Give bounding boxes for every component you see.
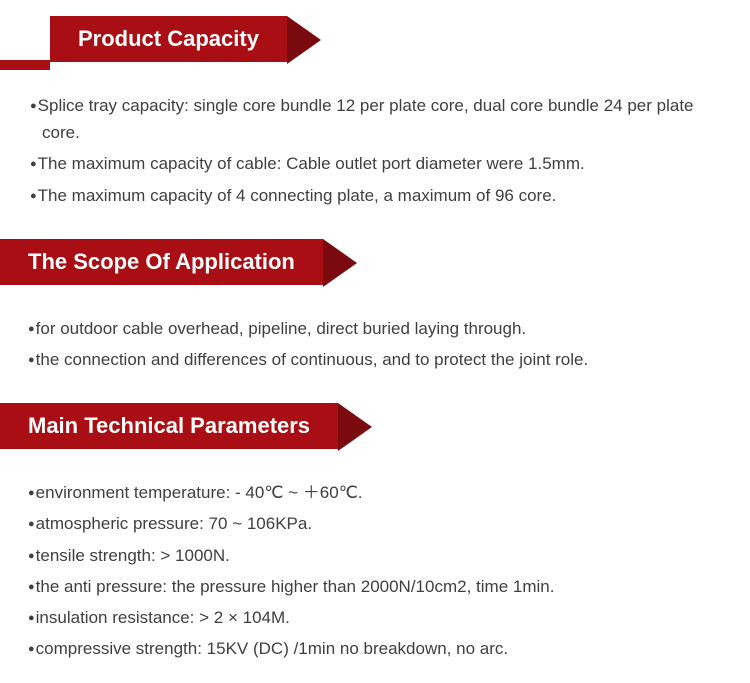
item-list: for outdoor cable overhead, pipeline, di… [0,315,750,373]
list-item: atmospheric pressure: 70 ~ 106KPa. [28,510,722,537]
ribbon-underbar [0,60,50,70]
list-item: insulation resistance: > 2 × 104M. [28,604,722,631]
section-header-ribbon: Main Technical Parameters [0,403,338,449]
list-item: tensile strength: > 1000N. [28,542,722,569]
list-item: the anti pressure: the pressure higher t… [28,573,722,600]
list-item: the connection and differences of contin… [28,346,722,373]
list-item: for outdoor cable overhead, pipeline, di… [28,315,722,342]
section-product-capacity: Product Capacity Splice tray capacity: s… [0,0,750,209]
list-item: The maximum capacity of cable: Cable out… [30,150,720,177]
list-item: environment temperature: - 40℃ ~ ＋60℃. [28,479,722,506]
list-item: The maximum capacity of 4 connecting pla… [30,182,720,209]
section-header-ribbon: The Scope Of Application [0,239,323,285]
section-title: Product Capacity [50,16,287,62]
item-list: environment temperature: - 40℃ ~ ＋60℃. a… [0,479,750,662]
ribbon-tail [338,403,372,451]
section-title: The Scope Of Application [0,239,323,285]
section-header-ribbon: Product Capacity [50,16,287,62]
ribbon-tail [323,239,357,287]
list-item: Splice tray capacity: single core bundle… [30,92,720,146]
section-main-technical-parameters: Main Technical Parameters environment te… [0,403,750,662]
list-item: compressive strength: 15KV (DC) /1min no… [28,635,722,662]
item-list: Splice tray capacity: single core bundle… [0,92,750,209]
section-title: Main Technical Parameters [0,403,338,449]
section-scope-of-application: The Scope Of Application for outdoor cab… [0,239,750,373]
ribbon-tail [287,16,321,64]
